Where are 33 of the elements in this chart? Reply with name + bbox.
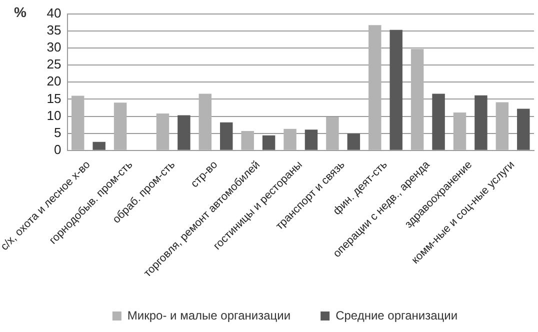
bar: [410, 48, 424, 150]
bar: [347, 134, 360, 150]
legend-label: Микро- и малые организации: [127, 308, 291, 322]
y-tick-label: 25: [46, 56, 62, 72]
bar: [156, 114, 170, 150]
y-tick-label: 35: [46, 22, 62, 38]
bar: [326, 116, 339, 150]
y-tick-label: 0: [54, 142, 62, 157]
bar: [220, 122, 233, 150]
bar: [474, 95, 488, 150]
bar: [262, 135, 276, 150]
bar: [390, 30, 402, 150]
y-axis-title: %: [14, 4, 27, 20]
y-tick-label: 15: [46, 90, 62, 106]
bar: [284, 128, 296, 150]
y-tick-label: 10: [46, 108, 62, 123]
y-tick-label: 40: [46, 5, 62, 20]
bar: [368, 25, 382, 150]
bar: [198, 94, 212, 150]
y-tick-label: 30: [46, 40, 62, 55]
bar: [178, 115, 190, 150]
legend-label: Средние организации: [336, 308, 458, 322]
bar: [72, 96, 84, 150]
bar: [432, 94, 445, 150]
bar: [304, 130, 318, 150]
bar: [114, 102, 127, 150]
bar: [517, 108, 530, 150]
bar: [496, 102, 509, 150]
bar: [92, 142, 106, 150]
bar: [241, 130, 254, 150]
y-tick-label: 5: [54, 124, 62, 140]
y-tick-label: 20: [46, 74, 62, 89]
bar: [453, 112, 466, 150]
